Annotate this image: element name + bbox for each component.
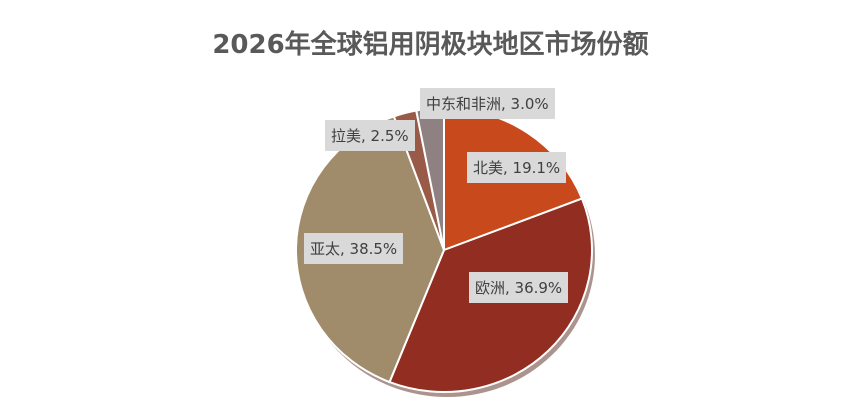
data-label: 亚太, 38.5% [304,233,404,264]
data-label: 北美, 19.1% [467,152,567,183]
data-label: 中东和非洲, 3.0% [420,88,555,119]
data-label: 拉美, 2.5% [325,120,415,151]
data-label: 欧洲, 36.9% [469,272,569,303]
chart-title: 2026年全球铝用阴极块地区市场份额 [212,30,649,60]
